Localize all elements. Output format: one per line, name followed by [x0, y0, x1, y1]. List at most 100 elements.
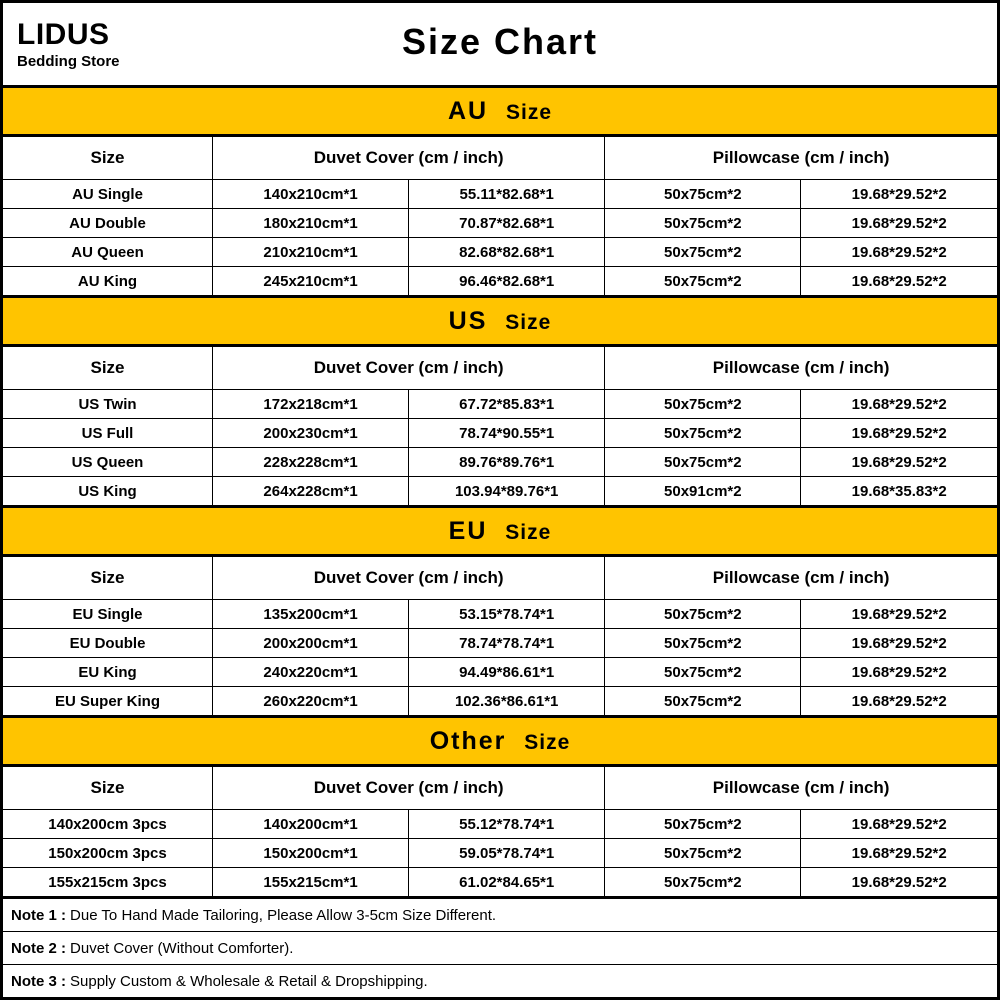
- brand-logo: LIDUS Bedding Store: [3, 19, 120, 69]
- table-row: EU Double 200x200cm*1 78.74*78.74*1 50x75cm…: [3, 628, 997, 658]
- cell-size: US Full: [3, 418, 213, 448]
- table-header-row: Size Duvet Cover (cm / inch) Pillowcase (c…: [3, 347, 997, 390]
- cell-duvet-inch: 94.49*86.61*1: [408, 657, 606, 687]
- note-text: Due To Hand Made Tailoring, Please Allow…: [70, 906, 497, 924]
- section-band-small: Size: [505, 310, 552, 334]
- page-title: Size Chart: [401, 21, 599, 62]
- size-table: Size Duvet Cover (cm / inch) Pillowcase (c…: [3, 347, 997, 505]
- cell-duvet-cm: 172x218cm*1: [211, 389, 410, 419]
- table-row: EU Super King 260x220cm*1 102.36*86.61*1 50…: [3, 686, 997, 715]
- section-band: AU Size: [3, 85, 997, 137]
- cell-pillow-cm: 50x75cm*2: [604, 686, 802, 715]
- section-band-title: Other Size: [430, 727, 571, 756]
- cell-duvet-cm: 245x210cm*1: [211, 266, 410, 295]
- cell-pillow-cm: 50x75cm*2: [604, 628, 802, 658]
- column-header-pillowcase: Pillowcase (cm / inch): [604, 347, 997, 390]
- cell-size: 150x200cm 3pcs: [3, 838, 213, 868]
- column-header-duvet: Duvet Cover (cm / inch): [211, 137, 606, 180]
- table-row: AU King 245x210cm*1 96.46*82.68*1 50x75cm*2…: [3, 266, 997, 295]
- cell-pillow-cm: 50x75cm*2: [604, 599, 802, 629]
- cell-duvet-cm: 140x210cm*1: [211, 179, 410, 209]
- cell-duvet-inch: 59.05*78.74*1: [408, 838, 606, 868]
- cell-pillow-inch: 19.68*29.52*2: [800, 599, 997, 629]
- cell-size: AU Double: [3, 208, 213, 238]
- cell-duvet-inch: 82.68*82.68*1: [408, 237, 606, 267]
- cell-duvet-inch: 70.87*82.68*1: [408, 208, 606, 238]
- cell-size: EU Single: [3, 599, 213, 629]
- section-band-title: EU Size: [449, 517, 552, 546]
- column-header-size: Size: [3, 767, 213, 810]
- cell-duvet-inch: 78.74*78.74*1: [408, 628, 606, 658]
- cell-pillow-inch: 19.68*29.52*2: [800, 266, 997, 295]
- cell-pillow-cm: 50x75cm*2: [604, 266, 802, 295]
- cell-pillow-inch: 19.68*29.52*2: [800, 208, 997, 238]
- cell-pillow-cm: 50x91cm*2: [604, 476, 802, 505]
- cell-duvet-inch: 55.12*78.74*1: [408, 809, 606, 839]
- note-label: Note 3 :: [11, 972, 67, 990]
- table-row: US Queen 228x228cm*1 89.76*89.76*1 50x75cm*…: [3, 447, 997, 477]
- notes-container: Note 1 : Due To Hand Made Tailoring, Plea…: [3, 896, 997, 997]
- table-row: US King 264x228cm*1 103.94*89.76*1 50x91cm*…: [3, 476, 997, 505]
- table-row: EU Single 135x200cm*1 53.15*78.74*1 50x75cm…: [3, 599, 997, 629]
- cell-size: 155x215cm 3pcs: [3, 867, 213, 896]
- cell-pillow-inch: 19.68*29.52*2: [800, 179, 997, 209]
- section-band-small: Size: [505, 520, 552, 544]
- cell-pillow-inch: 19.68*29.52*2: [800, 447, 997, 477]
- cell-duvet-cm: 228x228cm*1: [211, 447, 410, 477]
- cell-pillow-inch: 19.68*29.52*2: [800, 237, 997, 267]
- column-header-size: Size: [3, 557, 213, 600]
- cell-size: AU Queen: [3, 237, 213, 267]
- table-header-row: Size Duvet Cover (cm / inch) Pillowcase (c…: [3, 557, 997, 600]
- section-band: US Size: [3, 295, 997, 347]
- cell-pillow-cm: 50x75cm*2: [604, 237, 802, 267]
- cell-size: AU Single: [3, 179, 213, 209]
- cell-duvet-inch: 89.76*89.76*1: [408, 447, 606, 477]
- table-row: US Full 200x230cm*1 78.74*90.55*1 50x75cm*2…: [3, 418, 997, 448]
- cell-pillow-cm: 50x75cm*2: [604, 867, 802, 896]
- cell-pillow-inch: 19.68*29.52*2: [800, 657, 997, 687]
- cell-size: 140x200cm 3pcs: [3, 809, 213, 839]
- cell-duvet-cm: 135x200cm*1: [211, 599, 410, 629]
- column-header-pillowcase: Pillowcase (cm / inch): [604, 767, 997, 810]
- table-row: 140x200cm 3pcs 140x200cm*1 55.12*78.74*1 50…: [3, 809, 997, 839]
- section-band-main: EU: [448, 516, 488, 545]
- column-header-duvet: Duvet Cover (cm / inch): [211, 767, 606, 810]
- column-header-size: Size: [3, 347, 213, 390]
- cell-size: US Twin: [3, 389, 213, 419]
- section-band-title: AU Size: [448, 97, 552, 126]
- cell-duvet-cm: 155x215cm*1: [211, 867, 410, 896]
- cell-pillow-cm: 50x75cm*2: [604, 418, 802, 448]
- page-header: LIDUS Bedding Store Size Chart: [3, 3, 997, 85]
- note-row: Note 1 : Due To Hand Made Tailoring, Plea…: [3, 899, 997, 932]
- cell-pillow-inch: 19.68*29.52*2: [800, 389, 997, 419]
- size-table: Size Duvet Cover (cm / inch) Pillowcase (c…: [3, 557, 997, 715]
- cell-duvet-inch: 103.94*89.76*1: [408, 476, 606, 505]
- column-header-pillowcase: Pillowcase (cm / inch): [604, 557, 997, 600]
- table-row: 155x215cm 3pcs 155x215cm*1 61.02*84.65*1 50…: [3, 867, 997, 896]
- table-row: 150x200cm 3pcs 150x200cm*1 59.05*78.74*1 50…: [3, 838, 997, 868]
- cell-duvet-cm: 200x200cm*1: [211, 628, 410, 658]
- cell-size: EU King: [3, 657, 213, 687]
- note-text: Duvet Cover (Without Comforter).: [70, 939, 294, 957]
- column-header-pillowcase: Pillowcase (cm / inch): [604, 137, 997, 180]
- cell-duvet-inch: 55.11*82.68*1: [408, 179, 606, 209]
- cell-duvet-cm: 140x200cm*1: [211, 809, 410, 839]
- cell-pillow-inch: 19.68*29.52*2: [800, 628, 997, 658]
- cell-size: EU Double: [3, 628, 213, 658]
- cell-duvet-cm: 180x210cm*1: [211, 208, 410, 238]
- cell-duvet-inch: 61.02*84.65*1: [408, 867, 606, 896]
- cell-pillow-inch: 19.68*29.52*2: [800, 867, 997, 896]
- table-row: AU Single 140x210cm*1 55.11*82.68*1 50x75cm…: [3, 179, 997, 209]
- section-band-small: Size: [524, 730, 571, 754]
- section-band: Other Size: [3, 715, 997, 767]
- cell-pillow-cm: 50x75cm*2: [604, 838, 802, 868]
- table-row: AU Double 180x210cm*1 70.87*82.68*1 50x75cm…: [3, 208, 997, 238]
- section-band-main: AU: [447, 96, 489, 125]
- section-band-main: Other: [429, 726, 507, 755]
- note-row: Note 2 : Duvet Cover (Without Comforter).: [3, 932, 997, 965]
- cell-pillow-cm: 50x75cm*2: [604, 447, 802, 477]
- cell-pillow-inch: 19.68*29.52*2: [800, 838, 997, 868]
- section-band-small: Size: [505, 100, 553, 124]
- cell-pillow-inch: 19.68*29.52*2: [800, 418, 997, 448]
- cell-pillow-inch: 19.68*29.52*2: [800, 809, 997, 839]
